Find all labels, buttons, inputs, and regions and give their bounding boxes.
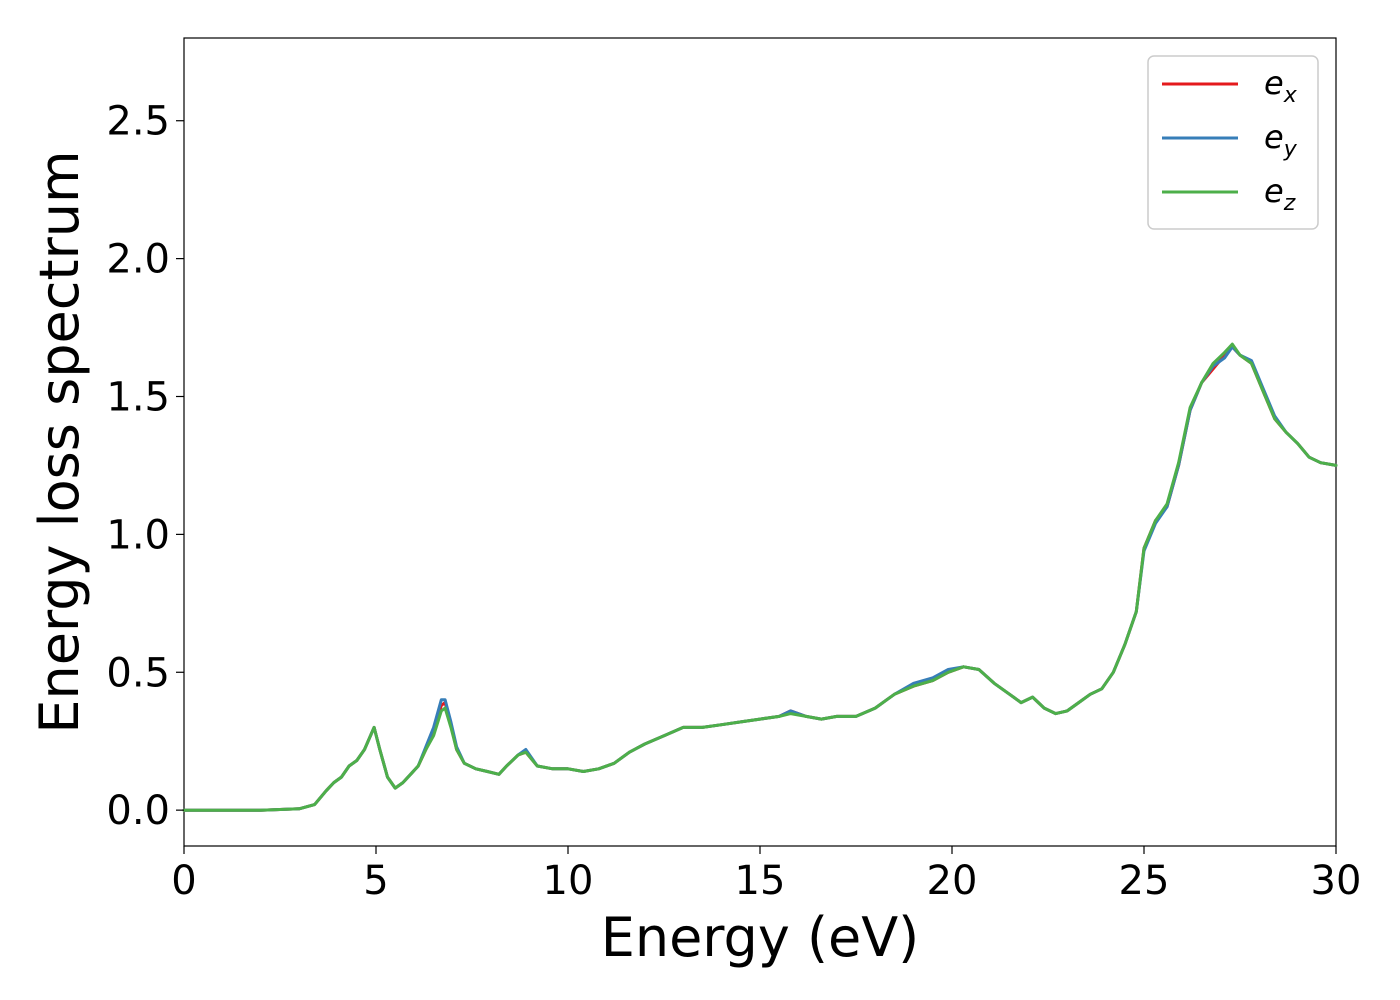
x-tick-label: 10 (543, 858, 594, 904)
y-tick-label: 2.5 (106, 99, 170, 145)
plot-area (183, 37, 1337, 847)
y-tick-label: 0.5 (106, 650, 170, 696)
y-tick-label: 2.0 (106, 237, 170, 283)
legend-box (1147, 55, 1319, 230)
x-tick-label: 20 (927, 858, 978, 904)
series-line-e-z (182, 342, 1338, 812)
y-axis: 0.0 0.5 1.0 1.5 2.0 2.5 (106, 99, 184, 834)
x-axis: 0 5 10 15 20 25 30 (171, 846, 1361, 904)
x-tick-label: 25 (1119, 858, 1170, 904)
x-tick-label: 30 (1311, 858, 1362, 904)
y-tick-label: 1.5 (106, 374, 170, 420)
series-layer (182, 342, 1338, 812)
x-tick-label: 15 (735, 858, 786, 904)
x-axis-title: Energy (eV) (601, 906, 920, 969)
y-tick-label: 0.0 (106, 788, 170, 834)
x-tick-label: 5 (363, 858, 388, 904)
x-tick-label: 0 (171, 858, 196, 904)
y-tick-label: 1.0 (106, 512, 170, 558)
y-axis-title: Energy loss spectrum (28, 150, 91, 733)
